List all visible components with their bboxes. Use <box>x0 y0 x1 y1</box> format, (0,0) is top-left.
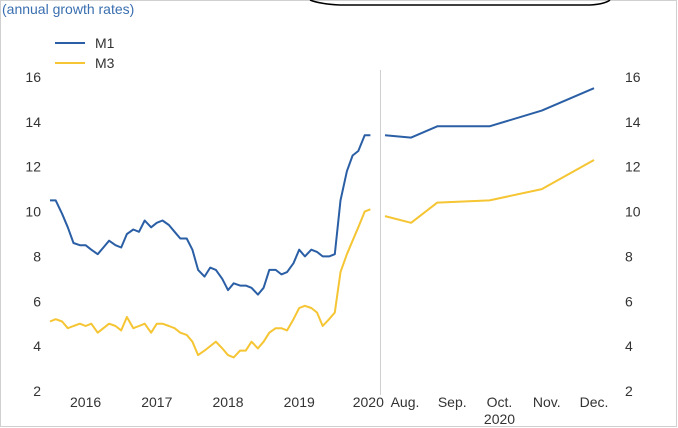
y-tick-label-right: 4 <box>625 338 633 354</box>
series-line-m1-left <box>50 134 371 296</box>
x-tick-label-year: 2020 <box>353 394 384 410</box>
y-tick-label-right: 12 <box>625 159 641 175</box>
x-tick-label-year: 2018 <box>212 394 243 410</box>
series-right-panel <box>384 87 595 224</box>
y-tick-label-left: 12 <box>25 159 41 175</box>
x-tick-label-month: Sep. <box>438 394 467 410</box>
series-line-m1-right <box>384 87 595 139</box>
y-tick-label-right: 10 <box>625 204 641 220</box>
y-tick-label-right: 8 <box>625 248 633 264</box>
x-tick-label-year: 2016 <box>70 394 101 410</box>
x-axis-title-right: 2020 <box>484 411 515 427</box>
y-tick-label-right: 6 <box>625 293 633 309</box>
y-tick-label-left: 2 <box>33 383 41 399</box>
y-tick-label-right: 2 <box>625 383 633 399</box>
y-tick-label-left: 4 <box>33 338 41 354</box>
y-tick-label-left: 14 <box>25 114 41 130</box>
y-tick-label-left: 16 <box>25 69 41 85</box>
top-border-artifact <box>309 0 611 6</box>
x-tick-label-year: 2019 <box>284 394 315 410</box>
legend-label-m1: M1 <box>95 35 115 51</box>
x-tick-label-month: Oct. <box>487 394 513 410</box>
x-tick-label-month: Dec. <box>580 394 609 410</box>
y-tick-label-left: 8 <box>33 248 41 264</box>
y-tick-label-left: 10 <box>25 204 41 220</box>
x-tick-label-year: 2017 <box>141 394 172 410</box>
x-tick-label-month: Nov. <box>533 394 561 410</box>
y-tick-label-left: 6 <box>33 293 41 309</box>
series-left-panel <box>49 134 371 359</box>
chart-subtitle: (annual growth rates) <box>2 1 135 17</box>
y-tick-label-right: 14 <box>625 114 641 130</box>
series-line-m3-right <box>384 159 595 224</box>
y-tick-label-right: 16 <box>625 69 641 85</box>
series-line-m3-left <box>49 208 371 359</box>
legend-label-m3: M3 <box>95 55 115 71</box>
tick-labels: 2 2 4 4 6 6 8 8 10 10 12 12 14 14 16 16 2016 2017 2018 2019… <box>25 69 640 427</box>
x-tick-label-month: Aug. <box>391 394 420 410</box>
